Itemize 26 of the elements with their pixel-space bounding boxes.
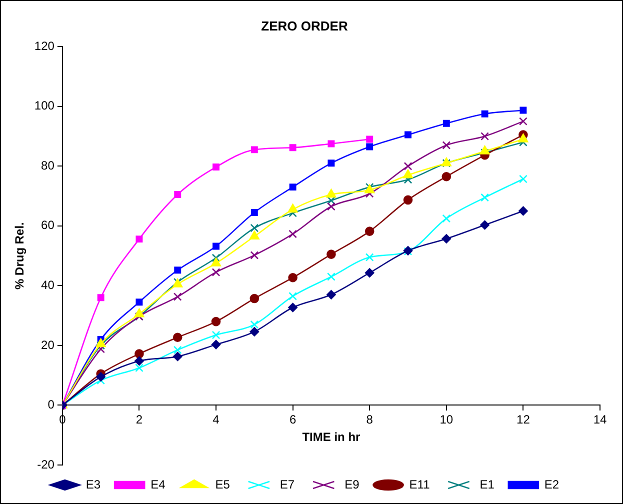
x-tick-label: 4 [212, 412, 220, 427]
x-axis-title: TIME in hr [302, 430, 361, 444]
y-tick-label: 40 [41, 278, 55, 292]
y-tick-label: 60 [41, 218, 55, 232]
x-tick-label: 6 [289, 412, 296, 427]
legend-label: E4 [150, 477, 166, 492]
x-tick-label: 14 [593, 412, 607, 427]
legend-label: E2 [544, 477, 560, 492]
x-tick-label: 10 [440, 412, 454, 427]
y-tick-label: 80 [41, 158, 55, 172]
y-tick-label: 100 [34, 98, 55, 113]
x-tick-label: 8 [366, 412, 374, 427]
y-axis-title: % Drug Rel. [12, 222, 27, 290]
legend-label: E9 [344, 477, 360, 492]
x-tick-label: 2 [136, 412, 143, 427]
legend-label: E7 [280, 477, 295, 492]
legend-label: E3 [86, 477, 101, 492]
y-tick-label: 0 [48, 398, 55, 412]
legend-label: E5 [215, 477, 230, 492]
y-tick-label: -20 [37, 457, 55, 472]
y-tick-label: 120 [34, 38, 55, 53]
chart-title: ZERO ORDER [261, 18, 348, 34]
legend-label: E1 [480, 477, 495, 492]
x-tick-label: 12 [516, 412, 530, 427]
legend-label: E11 [409, 477, 430, 492]
y-tick-label: 20 [41, 338, 55, 352]
